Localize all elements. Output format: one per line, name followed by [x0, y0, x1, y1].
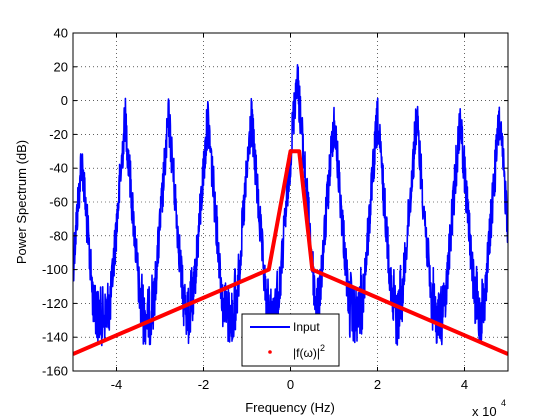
f-omega-series-line	[73, 149, 508, 356]
legend-f-omega-label-sup: 2	[320, 343, 325, 353]
y-tick-label: -160	[42, 364, 68, 379]
y-tick-label: 20	[54, 59, 68, 74]
plot-area	[73, 64, 508, 356]
x-tick-label: -4	[111, 377, 123, 392]
legend-f-omega-label-text: |f(ω)|	[293, 346, 320, 360]
y-tick-label: -100	[42, 262, 68, 277]
x-tick-label: 0	[287, 377, 294, 392]
y-axis-label: Power Spectrum (dB)	[14, 140, 29, 264]
legend-box	[241, 313, 340, 367]
legend-f-omega-label: |f(ω)|2	[293, 343, 325, 360]
legend: Input |f(ω)|2	[241, 313, 340, 367]
x-tick-label: 2	[374, 377, 381, 392]
y-tick-label: -20	[49, 127, 68, 142]
y-tick-label: -140	[42, 330, 68, 345]
y-tick-label: -40	[49, 161, 68, 176]
input-series-line	[73, 64, 508, 347]
y-tick-label: 40	[54, 26, 68, 41]
y-tick-label: -60	[49, 195, 68, 210]
x-tick-label: -2	[198, 377, 210, 392]
x-multiplier-base: x 10	[472, 404, 497, 419]
y-tick-label: -80	[49, 228, 68, 243]
x-axis-label: Frequency (Hz)	[245, 400, 335, 415]
legend-f-omega-marker	[268, 350, 272, 354]
y-tick-label: 0	[61, 93, 68, 108]
x-tick-label: 4	[461, 377, 468, 392]
y-tick-label: -120	[42, 296, 68, 311]
x-multiplier-exponent: 4	[501, 398, 506, 408]
legend-input-label: Input	[293, 320, 320, 334]
x-axis-multiplier: x 10 4	[472, 398, 506, 419]
